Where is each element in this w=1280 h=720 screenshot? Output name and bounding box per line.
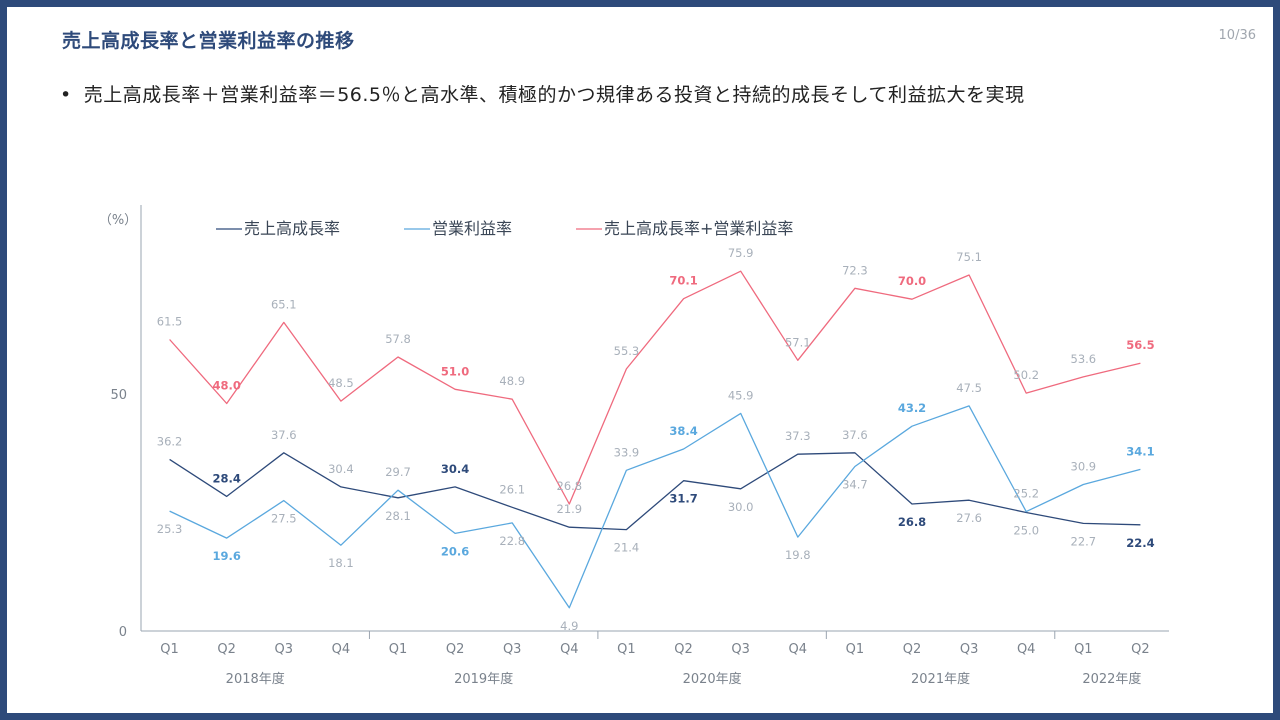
data-label-margin: 19.8 — [785, 548, 811, 562]
x-tick-label: Q2 — [446, 642, 465, 657]
data-label-growth: 30.0 — [728, 500, 754, 514]
legend-label: 売上高成長率+営業利益率 — [604, 219, 793, 238]
data-label-sum: 48.5 — [328, 376, 354, 390]
year-group-label: 2022年度 — [1082, 671, 1141, 687]
data-label-sum: 48.0 — [212, 378, 240, 392]
series-line-growth — [169, 452, 1141, 531]
y-axis-unit-label: （%） — [99, 213, 137, 228]
data-label-growth: 26.1 — [499, 482, 525, 496]
data-label-growth: 22.4 — [1126, 536, 1154, 550]
data-label-margin: 33.9 — [614, 445, 640, 459]
data-label-sum: 55.3 — [614, 344, 640, 358]
data-label-sum: 61.5 — [157, 314, 183, 328]
data-label-margin: 43.2 — [898, 401, 926, 415]
x-tick-label: Q2 — [217, 642, 236, 657]
data-label-margin: 29.7 — [385, 465, 411, 479]
year-group-label: 2020年度 — [683, 671, 742, 687]
x-tick-label: Q4 — [332, 642, 351, 657]
data-label-sum: 57.1 — [785, 335, 811, 349]
year-group-label: 2018年度 — [226, 671, 285, 687]
data-label-sum: 57.8 — [385, 332, 411, 346]
data-label-margin: 30.9 — [1071, 460, 1097, 474]
data-label-margin: 18.1 — [328, 556, 354, 570]
data-label-growth: 21.9 — [557, 502, 583, 516]
data-label-sum: 75.9 — [728, 246, 754, 260]
data-label-margin: 22.8 — [499, 534, 525, 548]
data-label-sum: 70.1 — [669, 274, 697, 288]
data-label-sum: 51.0 — [441, 364, 469, 378]
data-label-growth: 28.1 — [385, 509, 411, 523]
x-tick-label: Q2 — [1131, 642, 1150, 657]
data-label-sum: 70.0 — [898, 274, 926, 288]
legend-label: 売上高成長率 — [244, 219, 340, 238]
data-label-sum: 26.8 — [557, 479, 583, 493]
x-tick-label: Q1 — [846, 642, 865, 657]
data-label-growth: 37.3 — [785, 429, 811, 443]
x-tick-label: Q4 — [1017, 642, 1036, 657]
data-label-margin: 34.7 — [842, 478, 868, 492]
bullet-point: • 売上高成長率＋営業利益率＝56.5％と高水準、積極的かつ規律ある投資と持続的成… — [60, 80, 1024, 107]
series-line-sum — [169, 270, 1141, 505]
data-label-sum: 56.5 — [1126, 338, 1154, 352]
y-tick-label: 50 — [110, 388, 127, 403]
data-label-growth: 21.4 — [614, 541, 640, 555]
data-label-growth: 25.0 — [1013, 524, 1039, 538]
data-label-growth: 30.4 — [441, 462, 469, 476]
data-label-margin: 4.9 — [560, 619, 578, 633]
data-label-margin: 45.9 — [728, 388, 754, 402]
y-tick-label: 0 — [119, 625, 127, 640]
data-label-growth: 22.7 — [1071, 534, 1097, 548]
data-label-sum: 75.1 — [956, 250, 982, 264]
data-label-margin: 25.2 — [1013, 487, 1039, 501]
data-label-growth: 26.8 — [898, 515, 926, 529]
data-label-growth: 27.6 — [956, 511, 982, 525]
data-label-growth: 36.2 — [157, 434, 183, 448]
x-tick-label: Q1 — [1074, 642, 1093, 657]
data-label-margin: 19.6 — [212, 549, 240, 563]
data-label-growth: 31.7 — [669, 492, 697, 506]
bullet-text: 売上高成長率＋営業利益率＝56.5％と高水準、積極的かつ規律ある投資と持続的成長… — [83, 84, 1025, 106]
x-tick-label: Q2 — [903, 642, 922, 657]
data-label-margin: 20.6 — [441, 544, 469, 558]
x-tick-label: Q4 — [789, 642, 808, 657]
data-label-growth: 37.6 — [842, 428, 868, 442]
data-label-growth: 37.6 — [271, 428, 297, 442]
data-label-sum: 48.9 — [499, 374, 525, 388]
x-tick-label: Q1 — [389, 642, 408, 657]
data-label-sum: 50.2 — [1013, 368, 1039, 382]
year-group-label: 2021年度 — [911, 671, 970, 687]
data-label-margin: 25.3 — [157, 522, 183, 536]
x-tick-label: Q1 — [160, 642, 179, 657]
x-tick-label: Q3 — [275, 642, 294, 657]
bullet-dot-icon: • — [60, 84, 72, 106]
x-tick-label: Q4 — [560, 642, 579, 657]
data-label-growth: 28.4 — [212, 471, 240, 485]
data-label-growth: 30.4 — [328, 462, 354, 476]
x-tick-label: Q1 — [617, 642, 636, 657]
year-group-label: 2019年度 — [454, 671, 513, 687]
data-label-margin: 27.5 — [271, 512, 297, 526]
x-tick-label: Q3 — [960, 642, 979, 657]
data-label-sum: 53.6 — [1071, 352, 1097, 366]
data-label-sum: 65.1 — [271, 297, 297, 311]
data-label-sum: 72.3 — [842, 263, 868, 277]
series-line-margin — [169, 405, 1141, 609]
x-tick-label: Q2 — [674, 642, 693, 657]
page-title: 売上高成長率と営業利益率の推移 — [62, 30, 355, 52]
legend-label: 営業利益率 — [432, 219, 512, 238]
page-number: 10/36 — [1218, 28, 1256, 43]
data-label-margin: 34.1 — [1126, 444, 1154, 458]
x-tick-label: Q3 — [731, 642, 750, 657]
x-tick-label: Q3 — [503, 642, 522, 657]
data-label-margin: 38.4 — [669, 424, 697, 438]
data-label-margin: 47.5 — [956, 381, 982, 395]
